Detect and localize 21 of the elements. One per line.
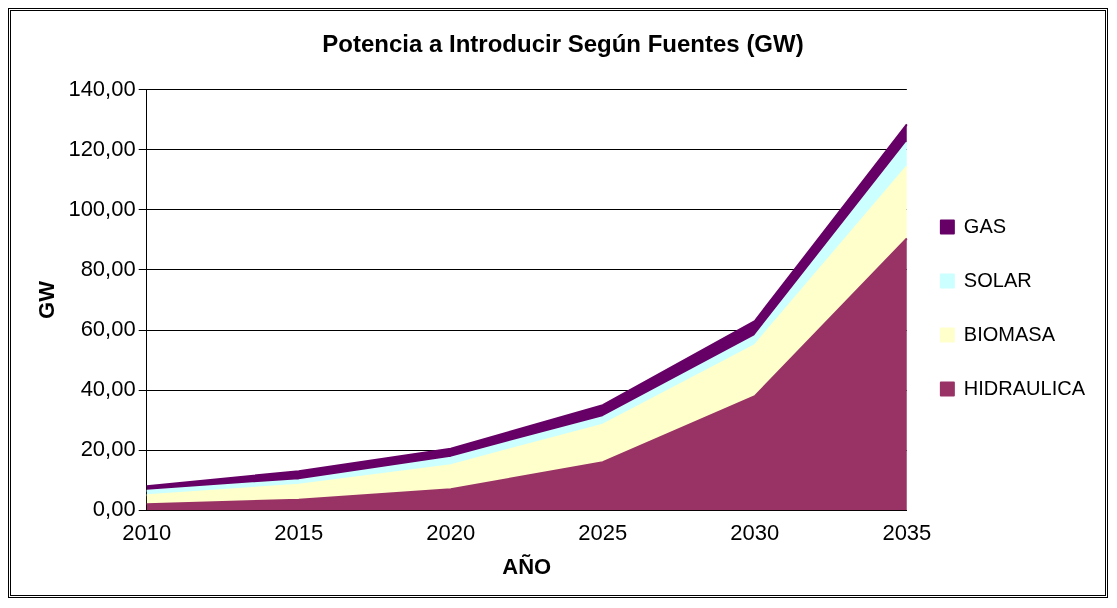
y-tick-label: 40,00	[80, 376, 136, 402]
y-axis-title: GW	[34, 280, 60, 319]
chart-title: Potencia a Introducir Según Fuentes (GW)	[322, 30, 804, 58]
y-tick-label: 0,00	[92, 496, 136, 522]
y-tick-label: 20,00	[80, 436, 136, 462]
x-tick-label: 2020	[426, 520, 476, 546]
y-tick-label: 140,00	[68, 75, 136, 101]
y-tick-label: 120,00	[68, 135, 136, 161]
x-tick-label: 2025	[578, 520, 628, 546]
legend-label: BIOMASA	[963, 322, 1056, 345]
legend-label: HIDRAULICA	[963, 376, 1086, 399]
x-tick-label: 2015	[274, 520, 324, 546]
x-tick-label: 2030	[730, 520, 780, 546]
x-axis-title: AÑO	[502, 553, 552, 579]
legend-label: SOLAR	[963, 268, 1032, 291]
legend-label: GAS	[963, 214, 1007, 237]
y-tick-label: 100,00	[68, 195, 136, 221]
y-tick-label: 80,00	[80, 256, 136, 282]
y-tick-label: 60,00	[80, 316, 136, 342]
x-tick-label: 2010	[122, 520, 172, 546]
x-tick-label: 2035	[882, 520, 932, 546]
